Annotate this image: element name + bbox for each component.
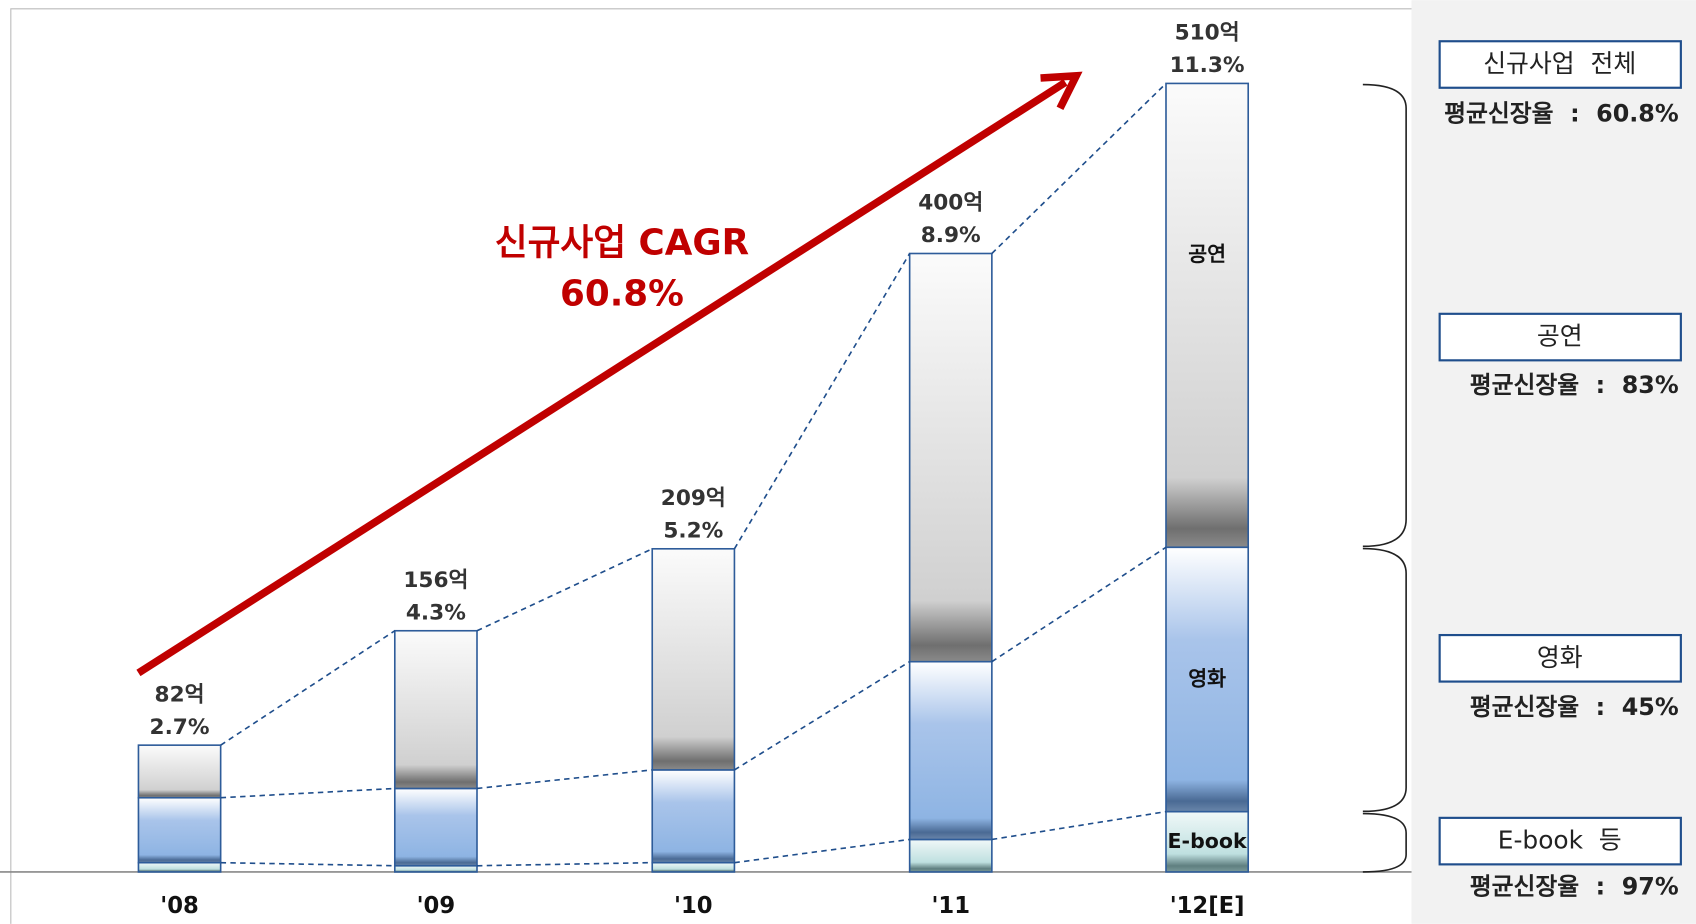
annotation: 신규사업 CAGR [495, 223, 749, 264]
legend-growth: 평균신장율 : 60.8% [1444, 99, 1679, 127]
legend-growth: 평균신장율 : 97% [1470, 873, 1679, 901]
legend-box [1438, 312, 1682, 362]
connector [476, 861, 653, 867]
arrow [136, 71, 1083, 677]
bar-segment [651, 769, 736, 864]
bar-segment [908, 838, 993, 873]
bar-segment [651, 547, 736, 771]
legend-box [1438, 40, 1682, 89]
total-label: 82억 [155, 682, 205, 707]
legend-name: E-book 등 [1498, 826, 1622, 855]
bar-segment [908, 252, 993, 663]
connector [991, 810, 1167, 841]
legend-box [1438, 633, 1682, 683]
connector [733, 253, 911, 550]
legend-growth: 평균신장율 : 83% [1470, 371, 1679, 399]
connector [991, 82, 1167, 255]
legend-name: 공연 [1537, 322, 1583, 351]
x-tick-label: '10 [674, 893, 713, 919]
connector [991, 546, 1167, 663]
segment-label: 공연 [1188, 242, 1226, 266]
bar-segment [908, 660, 993, 841]
frame [10, 8, 1412, 924]
connector [734, 838, 910, 864]
legend-growth: 평균신장율 : 45% [1470, 693, 1679, 721]
x-tick-label: '12[E] [1170, 893, 1245, 919]
bar-segment [137, 861, 222, 873]
legend-name: 신규사업 전체 [1483, 49, 1636, 78]
x-tick-label: '08 [160, 893, 199, 919]
connector [734, 660, 911, 771]
bar-segment [393, 787, 478, 867]
share-label: 5.2% [663, 518, 723, 543]
total-label: 400억 [918, 191, 983, 216]
x-tick-label: '11 [931, 893, 970, 919]
share-label: 4.3% [406, 600, 466, 625]
segment-label: E-book [1168, 829, 1249, 853]
bar-segment [137, 796, 222, 864]
legend-name: 영화 [1537, 643, 1583, 672]
segment-label: 영화 [1188, 666, 1226, 690]
connector [220, 630, 396, 746]
connector [476, 548, 653, 632]
total-label: 156억 [403, 568, 468, 593]
share-label: 11.3% [1170, 53, 1245, 78]
bar-segment [651, 861, 736, 873]
connector [220, 787, 395, 799]
bar-segment [1165, 810, 1250, 873]
bar-segment [137, 744, 222, 799]
connector [476, 769, 653, 790]
annotation: 60.8% [560, 273, 684, 314]
share-label: 8.9% [921, 223, 981, 248]
connector [220, 861, 395, 867]
bar-segment [393, 864, 478, 873]
total-label: 209억 [661, 486, 726, 511]
bar-segment [1165, 82, 1250, 549]
legend-box [1438, 816, 1682, 866]
bar-segment [1165, 546, 1250, 813]
x-tick-label: '09 [417, 893, 456, 919]
share-label: 2.7% [150, 715, 210, 740]
side-panel [1411, 0, 1696, 924]
braces [1362, 83, 1407, 873]
total-label: 510억 [1175, 21, 1240, 46]
bar-segment [393, 629, 478, 790]
